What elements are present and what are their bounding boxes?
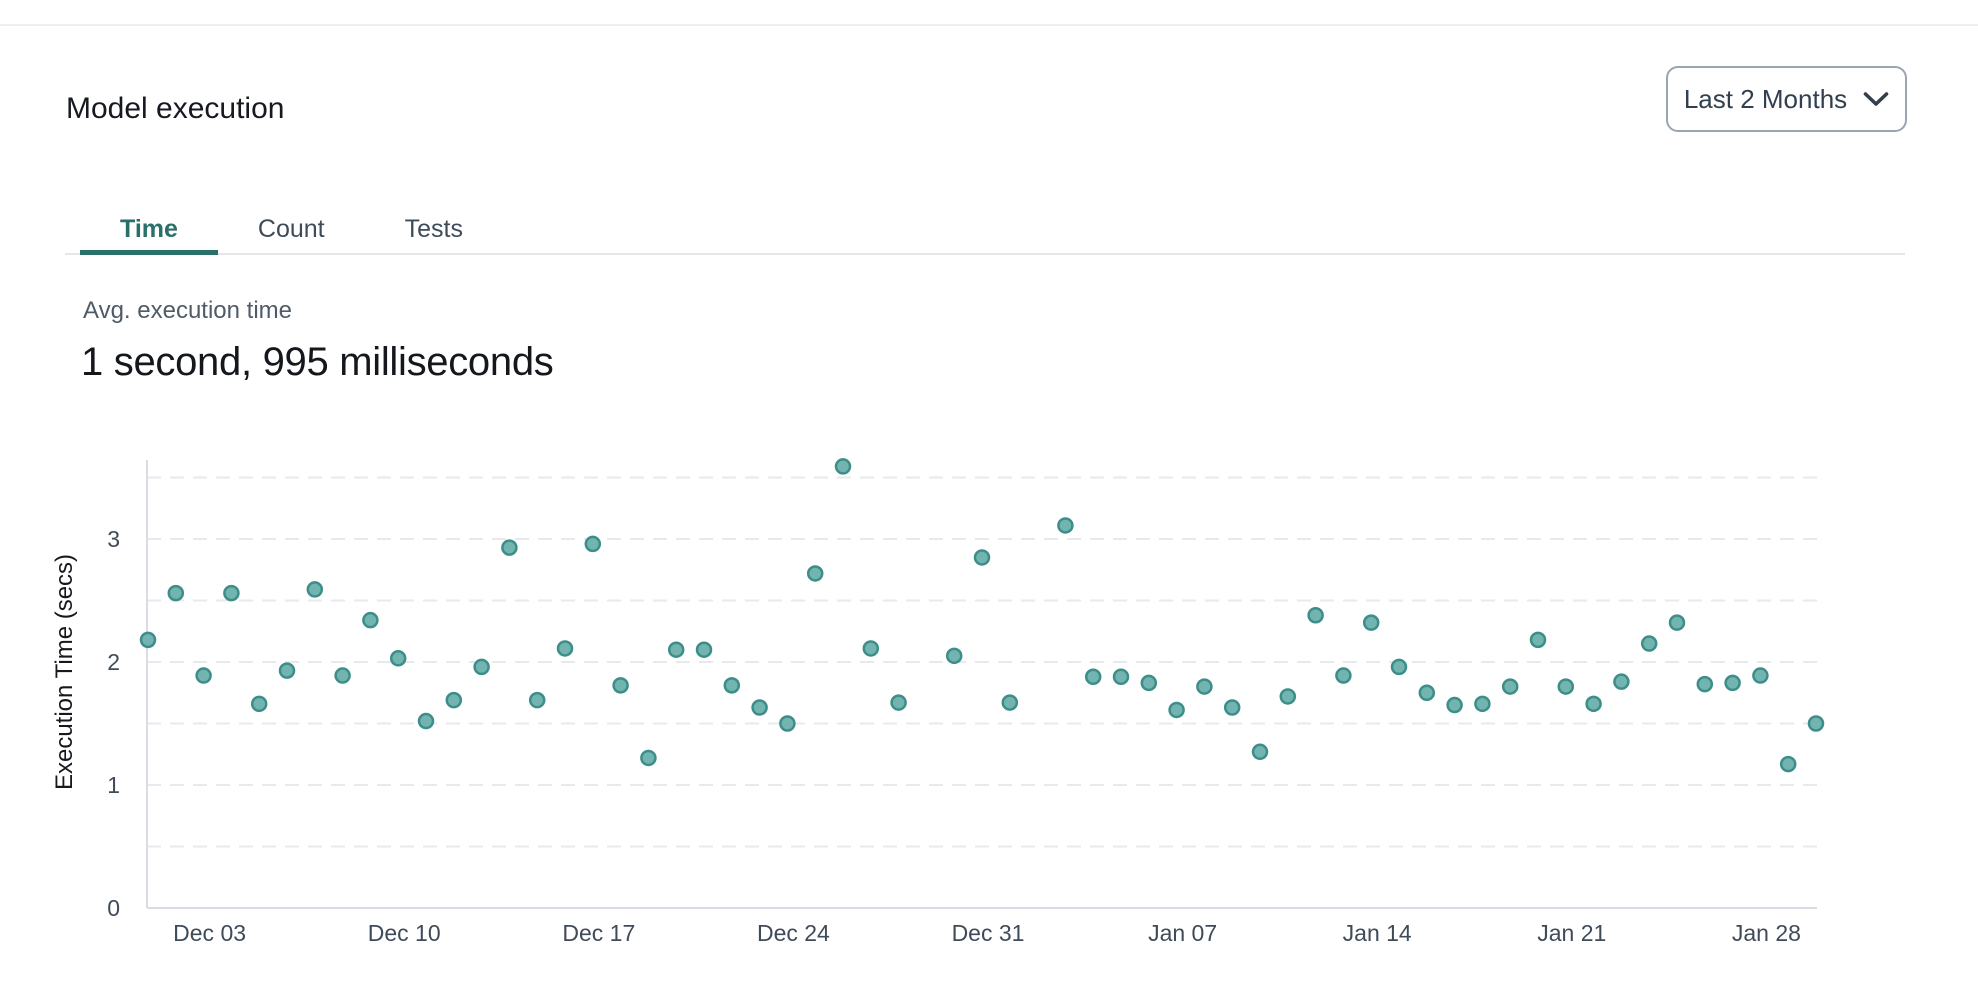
time-range-dropdown[interactable]: Last 2 Months (1666, 66, 1907, 132)
x-tick-label: Jan 07 (1148, 920, 1217, 946)
data-point[interactable] (1140, 674, 1158, 692)
data-point[interactable] (445, 691, 463, 709)
data-point[interactable] (250, 695, 268, 713)
data-point[interactable] (1251, 743, 1269, 761)
data-point[interactable] (1668, 614, 1686, 631)
data-point[interactable] (1196, 678, 1213, 695)
data-point[interactable] (584, 535, 602, 553)
y-tick-label: 1 (107, 772, 120, 798)
data-point[interactable] (779, 715, 796, 732)
top-divider (0, 24, 1978, 26)
data-point[interactable] (945, 647, 963, 665)
data-point[interactable] (417, 712, 435, 730)
data-point[interactable] (1501, 678, 1519, 695)
y-tick-label: 2 (107, 649, 120, 675)
data-point[interactable] (362, 611, 379, 629)
tab-time[interactable]: Time (80, 205, 218, 255)
data-point[interactable] (1084, 668, 1102, 686)
data-point[interactable] (806, 565, 824, 582)
y-tick-label: 3 (107, 526, 120, 552)
x-tick-label: Jan 14 (1343, 920, 1412, 946)
data-point[interactable] (1752, 667, 1769, 684)
data-point[interactable] (1585, 695, 1602, 713)
data-point[interactable] (278, 662, 296, 679)
tab-tests[interactable]: Tests (365, 205, 503, 253)
data-point[interactable] (556, 640, 574, 657)
stat-label: Avg. execution time (83, 297, 293, 324)
page-title: Model execution (66, 92, 285, 126)
data-point[interactable] (862, 640, 880, 657)
data-point[interactable] (695, 641, 713, 658)
data-point[interactable] (306, 581, 324, 598)
y-axis-label: Execution Time (secs) (51, 554, 78, 790)
data-point[interactable] (640, 749, 657, 767)
x-tick-label: Dec 10 (368, 920, 441, 946)
x-tick-label: Dec 24 (757, 920, 830, 946)
data-point[interactable] (1001, 694, 1019, 711)
data-point[interactable] (334, 667, 351, 684)
x-tick-label: Dec 17 (562, 920, 635, 946)
data-point[interactable] (1279, 688, 1297, 705)
data-point[interactable] (1362, 614, 1380, 631)
data-point[interactable] (1640, 635, 1658, 652)
data-point[interactable] (612, 677, 629, 694)
data-point[interactable] (223, 584, 240, 602)
data-point[interactable] (167, 584, 185, 602)
stat-value: 1 second, 995 milliseconds (81, 340, 554, 384)
data-point[interactable] (890, 694, 907, 711)
data-point[interactable] (1223, 699, 1241, 716)
data-point[interactable] (501, 539, 518, 556)
data-point[interactable] (1474, 695, 1491, 713)
data-point[interactable] (1112, 668, 1130, 686)
data-point[interactable] (834, 458, 852, 475)
x-tick-label: Dec 31 (952, 920, 1025, 946)
data-point[interactable] (1613, 673, 1630, 690)
data-point[interactable] (1557, 678, 1575, 695)
data-point[interactable] (139, 631, 157, 649)
data-point[interactable] (1446, 696, 1463, 714)
data-point[interactable] (1168, 701, 1185, 719)
data-point[interactable] (528, 691, 546, 709)
data-point[interactable] (195, 667, 212, 684)
data-point[interactable] (1307, 607, 1324, 624)
tab-count[interactable]: Count (218, 205, 365, 253)
x-tick-label: Jan 28 (1732, 920, 1801, 946)
time-range-dropdown-label: Last 2 Months (1683, 83, 1848, 114)
chart-tabs: Time Count Tests (65, 205, 1905, 255)
data-point[interactable] (1057, 517, 1074, 534)
data-point[interactable] (667, 641, 685, 658)
data-point[interactable] (473, 658, 490, 676)
data-point[interactable] (723, 677, 741, 694)
data-point[interactable] (1390, 658, 1408, 676)
data-point[interactable] (1696, 675, 1714, 693)
y-tick-label: 0 (107, 895, 120, 921)
data-point[interactable] (751, 699, 768, 716)
data-point[interactable] (1807, 715, 1825, 732)
data-point[interactable] (1529, 631, 1547, 649)
data-point[interactable] (1724, 674, 1741, 692)
x-tick-label: Dec 03 (173, 920, 246, 946)
x-tick-label: Jan 21 (1537, 920, 1606, 946)
chevron-down-icon (1863, 91, 1889, 107)
data-point[interactable] (389, 650, 407, 667)
data-point[interactable] (1779, 755, 1797, 773)
data-point[interactable] (1418, 684, 1436, 701)
data-point[interactable] (973, 549, 991, 566)
data-point[interactable] (1335, 667, 1352, 684)
